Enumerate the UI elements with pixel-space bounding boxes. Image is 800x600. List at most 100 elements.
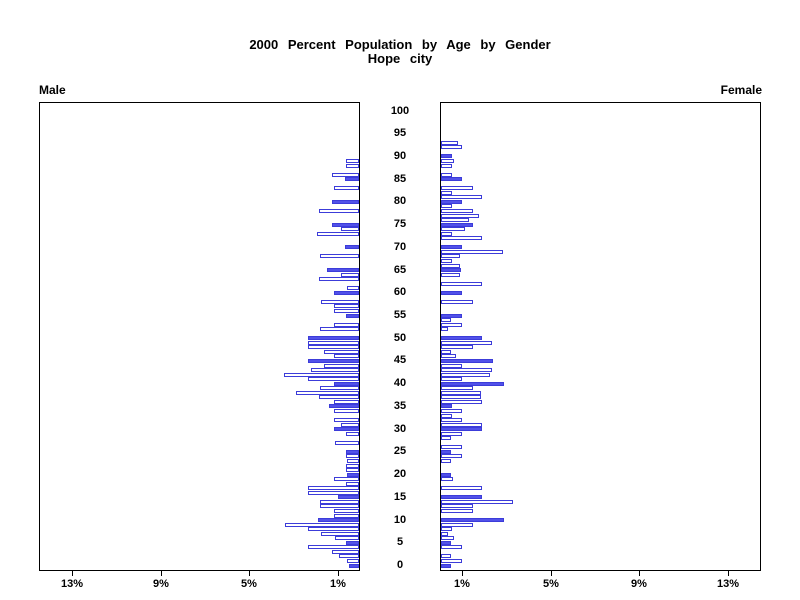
pyramid-bar-female-age-30 [441, 427, 482, 432]
pyramid-bar-female-age-88 [441, 163, 452, 168]
age-tick-label-65: 65 [393, 263, 407, 276]
x-tick-male-13 [72, 571, 73, 576]
pyramid-bar-male-age-75 [332, 222, 359, 227]
pyramid-bar-male-age-25 [346, 449, 359, 454]
pyramid-bar-female-age-20 [441, 472, 451, 477]
pyramid-bar-male-age-8 [308, 527, 359, 532]
pyramid-bar-male-age-89 [346, 158, 359, 163]
pyramid-bar-male-age-48 [308, 345, 359, 350]
age-tick-label-60: 60 [393, 286, 407, 299]
pyramid-bar-female-age-50 [441, 336, 482, 341]
pyramid-bar-male-age-7 [321, 531, 359, 536]
pyramid-bar-female-age-34 [441, 408, 462, 413]
age-tick-label-45: 45 [393, 354, 407, 367]
pyramid-bar-male-age-40 [334, 381, 359, 386]
pyramid-bar-male-age-73 [317, 231, 359, 236]
pyramid-bar-female-age-9 [441, 522, 473, 527]
pyramid-bar-female-age-46 [441, 354, 456, 359]
age-tick-label-25: 25 [393, 445, 407, 458]
pyramid-bar-female-age-38 [441, 390, 481, 395]
pyramid-bar-male-age-44 [324, 363, 359, 368]
pyramid-bar-female-age-43 [441, 368, 492, 373]
pyramid-bar-female-age-5 [441, 540, 451, 545]
pyramid-bar-male-age-52 [320, 327, 359, 332]
pyramid-bar-female-age-17 [441, 486, 482, 491]
pyramid-bar-female-age-40 [441, 381, 504, 386]
pyramid-bar-male-age-42 [284, 372, 359, 377]
age-tick-label-0: 0 [396, 559, 404, 571]
x-tick-female-5 [551, 571, 552, 576]
pyramid-bar-female-age-79 [441, 204, 452, 209]
pyramid-bar-male-age-36 [334, 399, 359, 404]
x-tick-label-female-13: 13% [716, 578, 740, 590]
age-tick-label-20: 20 [393, 468, 407, 481]
pyramid-bar-female-age-13 [441, 504, 473, 509]
x-tick-female-13 [728, 571, 729, 576]
pyramid-bar-male-age-0 [349, 563, 359, 568]
pyramid-bar-female-age-12 [441, 508, 473, 513]
pyramid-bar-male-age-38 [296, 390, 359, 395]
pyramid-bar-female-age-89 [441, 158, 454, 163]
pyramid-bar-male-age-24 [346, 454, 359, 459]
male-panel-frame [39, 102, 360, 571]
pyramid-bar-male-age-83 [334, 186, 359, 191]
pyramid-bar-female-age-6 [441, 536, 454, 541]
pyramid-bar-male-age-39 [320, 386, 359, 391]
x-tick-label-female-9: 9% [631, 578, 647, 590]
pyramid-bar-male-age-18 [346, 481, 359, 486]
pyramid-bar-female-age-55 [441, 313, 462, 318]
age-tick-label-70: 70 [393, 240, 407, 253]
pyramid-bar-female-age-53 [441, 322, 462, 327]
pyramid-bar-male-age-31 [341, 422, 359, 427]
pyramid-bar-male-age-49 [308, 340, 359, 345]
pyramid-bar-female-age-65 [441, 268, 461, 273]
pyramid-bar-male-age-35 [329, 404, 359, 409]
pyramid-bar-female-age-23 [441, 458, 451, 463]
pyramid-bar-male-age-88 [346, 163, 359, 168]
x-tick-male-5 [249, 571, 250, 576]
x-tick-label-male-1: 1% [330, 578, 346, 590]
pyramid-bar-female-age-74 [441, 227, 465, 232]
pyramid-bar-female-age-47 [441, 349, 451, 354]
pyramid-bar-male-age-5 [346, 540, 359, 545]
pyramid-bar-female-age-80 [441, 199, 462, 204]
age-tick-label-35: 35 [393, 399, 407, 412]
pyramid-bar-female-age-2 [441, 554, 451, 559]
pyramid-bar-male-age-43 [311, 368, 359, 373]
pyramid-bar-male-age-64 [341, 272, 359, 277]
age-tick-label-100: 100 [390, 104, 410, 117]
pyramid-bar-female-age-60 [441, 290, 462, 295]
pyramid-bar-female-age-48 [441, 345, 473, 350]
pyramid-bar-female-age-29 [441, 431, 462, 436]
pyramid-bar-male-age-86 [332, 172, 359, 177]
age-tick-label-40: 40 [393, 377, 407, 390]
age-tick-label-90: 90 [393, 149, 407, 162]
pyramid-bar-male-age-53 [334, 322, 359, 327]
pyramid-bar-male-age-19 [334, 477, 359, 482]
female-panel-frame [440, 102, 761, 571]
pyramid-bar-male-age-16 [308, 490, 359, 495]
pyramid-bar-male-age-22 [346, 463, 359, 468]
pyramid-bar-female-age-24 [441, 454, 462, 459]
pyramid-bar-female-age-76 [441, 218, 469, 223]
pyramid-bar-female-age-31 [441, 422, 482, 427]
x-tick-male-9 [161, 571, 162, 576]
pyramid-bar-female-age-41 [441, 377, 462, 382]
pyramid-bar-male-age-58 [321, 299, 359, 304]
pyramid-bar-female-age-7 [441, 531, 448, 536]
age-tick-label-10: 10 [393, 513, 407, 526]
pyramid-bar-female-age-28 [441, 436, 451, 441]
chart-subtitle: Hope city [367, 51, 433, 66]
pyramid-bar-female-age-62 [441, 281, 482, 286]
age-tick-label-80: 80 [393, 195, 407, 208]
pyramid-bar-male-age-45 [308, 358, 359, 363]
pyramid-bar-female-age-81 [441, 195, 482, 200]
pyramid-bar-male-age-34 [334, 408, 359, 413]
x-tick-label-male-13: 13% [60, 578, 84, 590]
pyramid-bar-female-age-72 [441, 236, 482, 241]
pyramid-bar-male-age-70 [345, 245, 359, 250]
pyramid-bar-female-age-19 [441, 477, 453, 482]
pyramid-bar-male-age-55 [346, 313, 359, 318]
pyramid-bar-female-age-0 [441, 563, 451, 568]
